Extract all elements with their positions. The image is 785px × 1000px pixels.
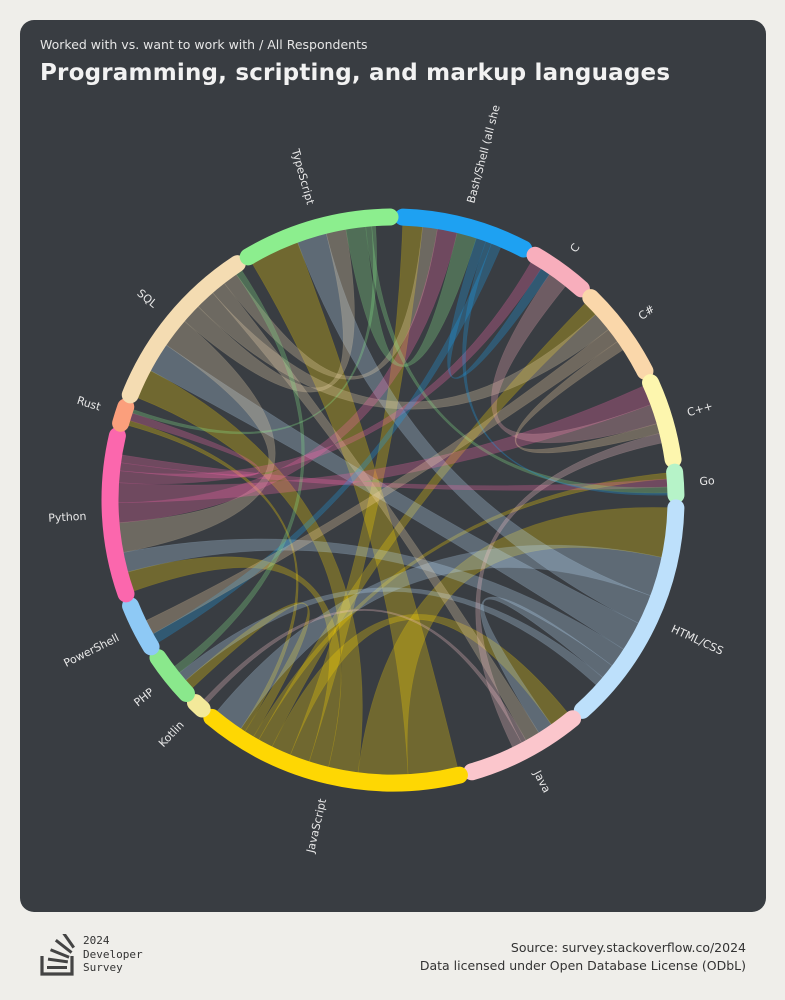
arc-label: PowerShell	[62, 631, 122, 670]
arc-label: Rust	[75, 394, 103, 414]
arc-bash-shell-all-she	[394, 208, 533, 258]
source-url: Source: survey.stackoverflow.co/2024	[510, 940, 746, 955]
stack-overflow-logo-icon	[40, 934, 75, 976]
arc-sql	[121, 255, 246, 404]
arc-label: TypeScript	[288, 147, 316, 207]
arc-label: Bash/Shell (all she	[464, 103, 502, 204]
arc-label: JavaScript	[304, 797, 330, 855]
logo-developer: Developer	[83, 947, 143, 961]
arc-label: Java	[530, 767, 553, 795]
survey-logo-text: 2024 Developer Survey	[83, 934, 143, 975]
chart-card: Worked with vs. want to work with / All …	[20, 20, 766, 912]
arc-php	[149, 649, 195, 702]
arcs-layer	[101, 208, 685, 792]
arc-python	[101, 427, 135, 603]
arc-rust	[112, 398, 135, 432]
logo-year: 2024	[83, 934, 110, 947]
arc-powershell	[122, 597, 160, 656]
arc-kotlin	[186, 694, 211, 718]
arc-javascript	[203, 708, 468, 792]
arc-c	[526, 246, 590, 298]
arc-label: Python	[48, 510, 87, 525]
arc-label: C	[567, 241, 582, 255]
license-text: Data licensed under Open Database Licens…	[419, 958, 746, 973]
arc-java	[463, 710, 582, 781]
arc-label: C#	[636, 302, 657, 322]
ribbons-layer	[117, 224, 669, 776]
arc-typescript	[239, 208, 399, 266]
arc-go	[666, 463, 685, 504]
source-note: Source: survey.stackoverflow.co/2024 Dat…	[420, 939, 746, 975]
chart-title: Programming, scripting, and markup langu…	[40, 60, 671, 86]
arc-c-	[642, 374, 682, 468]
arc-label: HTML/CSS	[669, 622, 725, 657]
arc-label: Go	[699, 474, 715, 488]
arc-label: Kotlin	[156, 718, 187, 749]
arc-label: SQL	[134, 287, 160, 311]
arc-label: C++	[686, 399, 715, 419]
arc-html-css	[573, 499, 685, 719]
arc-label: PHP	[131, 685, 156, 709]
arc-c-	[582, 289, 654, 380]
chart-subtitle: Worked with vs. want to work with / All …	[40, 37, 368, 52]
logo-survey: Survey	[83, 961, 123, 974]
chord-diagram: Bash/Shell (all she C C# C++ Go HTML/CSS Java J…	[48, 103, 725, 855]
